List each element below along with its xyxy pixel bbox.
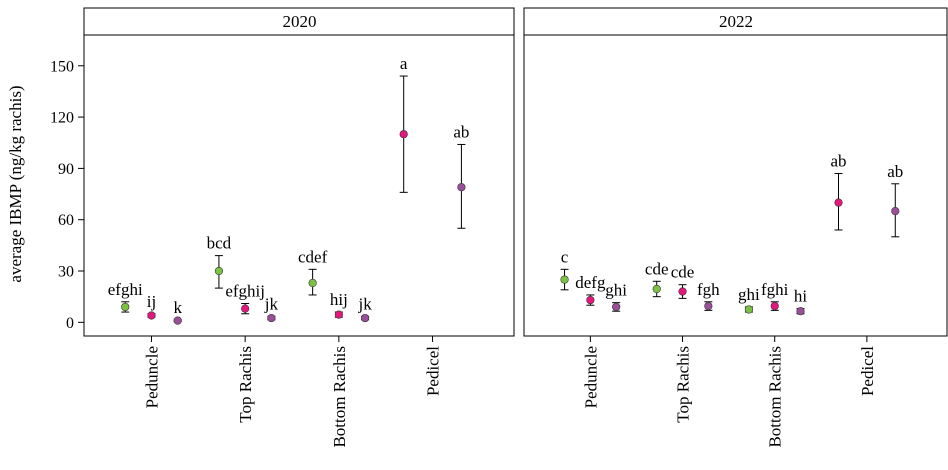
data-point: cde	[645, 259, 669, 298]
significance-label: efghi	[108, 280, 143, 299]
point-marker	[612, 302, 621, 312]
significance-label: ghi	[605, 281, 627, 300]
significance-label: hij	[330, 290, 348, 309]
x-tick-label: Bottom Rachis	[766, 346, 785, 448]
point-marker	[241, 304, 250, 313]
y-axis-label-group: average IBMP (ng/kg rachis)	[6, 85, 25, 282]
data-point: jk	[264, 294, 279, 323]
point-marker	[308, 278, 317, 288]
significance-label: fgh	[697, 280, 720, 299]
data-point: a	[399, 54, 408, 193]
point-marker	[360, 313, 370, 323]
panel-frame	[83, 34, 515, 337]
data-point: cde	[671, 263, 695, 299]
data-point: jk	[357, 294, 372, 323]
x-tick-label: Top Rachis	[236, 346, 255, 423]
data-point: ab	[830, 152, 847, 231]
significance-label: defg	[575, 273, 606, 292]
data-point: ghi	[738, 285, 760, 314]
panel-title: 2020	[283, 12, 317, 31]
data-point: fgh	[697, 280, 720, 311]
significance-label: ab	[453, 122, 469, 141]
point-marker	[560, 275, 569, 284]
point-marker	[399, 130, 408, 139]
point-marker	[796, 307, 805, 316]
data-point: ghi	[605, 281, 627, 312]
point-marker	[586, 295, 595, 305]
x-tick-label: Peduncle	[581, 346, 600, 408]
significance-label: jk	[264, 294, 279, 313]
significance-label: k	[173, 298, 182, 317]
significance-label: efghij	[225, 282, 265, 301]
point-marker	[704, 301, 713, 311]
y-axis: 0 30 60 90 120 150	[50, 35, 85, 336]
significance-label: fghi	[761, 280, 789, 299]
panel-2020: 2020 Peduncle Top Rachis Bottom Rachis Pedic…	[83, 7, 515, 448]
y-tick-label: 60	[58, 212, 74, 229]
data-point: defg	[575, 273, 606, 306]
data-point: ij	[147, 292, 156, 320]
y-axis-label: average IBMP (ng/kg rachis)	[6, 85, 25, 282]
data-point: efghij	[225, 282, 265, 315]
data-point: efghi	[108, 280, 143, 313]
point-marker	[652, 284, 661, 294]
significance-label: cde	[645, 259, 669, 278]
y-tick-label: 90	[58, 161, 74, 178]
panel-frame	[523, 34, 948, 337]
panel-2022: 2022 Peduncle Top Rachis Bottom Rachis Pedic…	[523, 7, 948, 448]
significance-label: jk	[357, 294, 372, 313]
panels: 2020 Peduncle Top Rachis Bottom Rachis Pedic…	[83, 7, 948, 448]
y-tick-label: 30	[58, 264, 74, 281]
data-point: ab	[453, 122, 469, 229]
point-marker	[147, 311, 156, 320]
significance-label: a	[400, 54, 408, 73]
significance-label: ab	[830, 152, 846, 171]
panel-title: 2022	[719, 12, 753, 31]
data-point: k	[173, 298, 182, 325]
y-tick-label: 120	[50, 110, 74, 127]
data-point: hij	[330, 290, 348, 319]
significance-label: ab	[887, 162, 903, 181]
point-marker	[834, 198, 843, 207]
point-marker	[267, 313, 276, 323]
point-marker	[744, 305, 754, 314]
data-point: fghi	[761, 280, 789, 311]
significance-label: cde	[671, 263, 695, 282]
x-tick-label: Pedicel	[858, 346, 877, 396]
x-tick-label: Peduncle	[142, 346, 161, 408]
data-point: c	[560, 247, 569, 291]
data-point: hi	[794, 287, 808, 316]
significance-label: cdef	[298, 247, 328, 266]
data-point: ab	[887, 162, 903, 238]
y-tick-label: 150	[50, 58, 74, 75]
point-marker	[173, 316, 182, 325]
significance-label: bcd	[207, 234, 232, 253]
point-marker	[457, 183, 466, 192]
point-marker	[214, 266, 224, 276]
significance-label: ij	[147, 292, 156, 311]
point-marker	[678, 287, 687, 296]
significance-label: ghi	[738, 285, 760, 304]
x-tick-label: Top Rachis	[674, 346, 693, 423]
panel-strip	[523, 7, 948, 36]
point-marker	[334, 310, 343, 319]
data-point: bcd	[207, 234, 232, 289]
point-marker	[121, 302, 130, 312]
x-tick-label: Pedicel	[424, 346, 443, 396]
significance-label: hi	[794, 287, 808, 306]
point-marker	[770, 301, 779, 311]
point-marker	[891, 207, 900, 216]
x-tick-label: Bottom Rachis	[330, 346, 349, 448]
significance-label: c	[561, 247, 569, 266]
y-tick-label: 0	[66, 315, 74, 332]
data-point: cdef	[298, 247, 328, 296]
